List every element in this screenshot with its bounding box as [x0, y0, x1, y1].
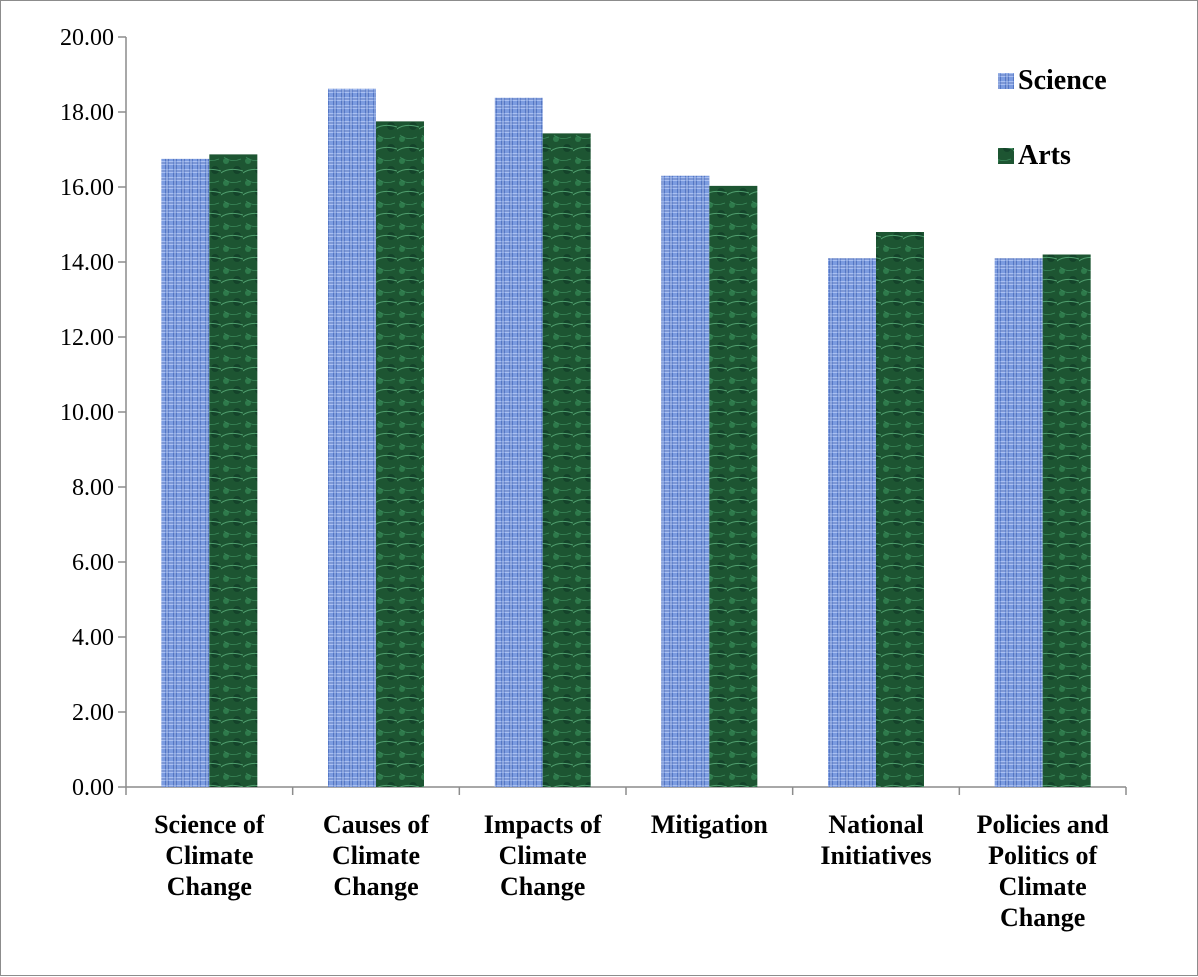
- x-category-label: Mitigation: [651, 810, 769, 839]
- labels-group: 0.00 2.00 4.00 6.00 8.00 10.00 12.00 14.00 16.00…: [60, 25, 1109, 932]
- y-tick-label: 2.00: [72, 700, 114, 726]
- bar-arts-1: [376, 121, 424, 787]
- legend: Science Arts: [998, 65, 1107, 171]
- bar-science-1: [328, 88, 376, 787]
- legend-label-science: Science: [1018, 65, 1107, 96]
- x-category-label: Policies and Politics of Climate Change: [977, 810, 1110, 932]
- x-category-label: Impacts of Climate Change: [484, 810, 602, 901]
- bar-science-3: [661, 175, 710, 787]
- y-tick-label: 18.00: [60, 100, 114, 126]
- y-tick-label: 14.00: [60, 250, 114, 276]
- x-category-label: Causes of Climate Change: [323, 810, 430, 901]
- y-tick-label: 10.00: [60, 400, 114, 426]
- y-tick-label: 6.00: [72, 550, 114, 576]
- x-category-label: Science of Climate Change: [154, 810, 265, 901]
- bar-arts-4: [876, 232, 924, 787]
- axes: [118, 36, 1127, 795]
- legend-swatch-science: [998, 73, 1014, 89]
- bar-arts-3: [709, 185, 758, 787]
- y-tick-label: 12.00: [60, 325, 114, 351]
- bar-arts-0: [209, 154, 258, 787]
- bars-group: [161, 88, 1091, 787]
- bar-science-0: [161, 158, 210, 787]
- y-tick-label: 16.00: [60, 175, 114, 201]
- y-tick-label: 8.00: [72, 475, 114, 501]
- bar-arts-5: [1042, 254, 1091, 787]
- y-tick-label: 20.00: [60, 25, 114, 51]
- legend-swatch-arts: [998, 148, 1014, 164]
- y-tick-label: 0.00: [72, 775, 114, 801]
- bar-science-2: [494, 97, 543, 787]
- y-tick-label: 4.00: [72, 625, 114, 651]
- bar-science-4: [828, 258, 876, 787]
- bar-science-5: [994, 258, 1043, 787]
- legend-label-arts: Arts: [1018, 140, 1071, 171]
- bar-arts-2: [542, 133, 591, 787]
- x-category-label: National Initiatives: [820, 810, 931, 870]
